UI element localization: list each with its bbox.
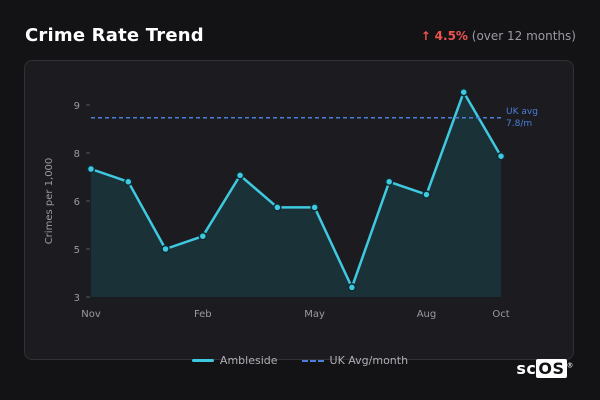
data-point xyxy=(86,164,96,174)
y-tick-label: 5 xyxy=(74,245,80,256)
data-point xyxy=(422,190,431,199)
page-title: Crime Rate Trend xyxy=(25,25,204,46)
x-tick-label: May xyxy=(304,309,325,320)
legend-item-series[interactable]: Ambleside xyxy=(191,354,278,367)
data-point xyxy=(273,203,282,212)
x-tick-label: Feb xyxy=(194,309,212,320)
data-point xyxy=(161,244,170,254)
reference-value-label: 7.8/m xyxy=(506,119,532,129)
legend-reference-label: UK Avg/month xyxy=(329,354,409,367)
series-line xyxy=(90,90,503,289)
y-tick-label: 8 xyxy=(74,149,80,160)
brand-logo: sc OS ® xyxy=(516,359,574,378)
data-point xyxy=(235,171,245,180)
data-point xyxy=(459,87,468,97)
trend-up-icon: ↑ xyxy=(420,29,431,43)
legend-item-reference[interactable]: UK Avg/month xyxy=(301,354,409,367)
logo-boxed-text: OS xyxy=(536,359,567,378)
data-point xyxy=(347,283,357,292)
registered-mark: ® xyxy=(566,361,574,370)
legend-line-swatch xyxy=(191,359,214,362)
data-point xyxy=(198,231,208,241)
x-tick-label: Aug xyxy=(417,309,437,320)
y-tick-label: 9 xyxy=(74,101,80,112)
reference-label: UK avg xyxy=(506,107,538,117)
series-area-fill xyxy=(91,92,501,297)
x-tick-label: Nov xyxy=(81,309,101,320)
data-point xyxy=(496,151,506,161)
x-tick-label: Oct xyxy=(492,309,509,320)
data-point xyxy=(310,203,319,212)
y-tick-label: 6 xyxy=(74,197,80,208)
data-point xyxy=(384,177,394,187)
logo-text: sc xyxy=(516,359,537,378)
data-point xyxy=(124,177,133,187)
legend-dash-swatch xyxy=(301,359,324,362)
chart-legend: Ambleside UK Avg/month xyxy=(0,354,600,367)
change-note: (over 12 months) xyxy=(471,29,576,43)
change-percent: 4.5% xyxy=(434,29,468,43)
y-tick-label: 3 xyxy=(74,293,80,304)
legend-series-label: Ambleside xyxy=(219,354,278,367)
change-summary: ↑ 4.5% (over 12 months) xyxy=(421,29,576,43)
y-axis-title: Crimes per 1,000 xyxy=(44,158,55,245)
